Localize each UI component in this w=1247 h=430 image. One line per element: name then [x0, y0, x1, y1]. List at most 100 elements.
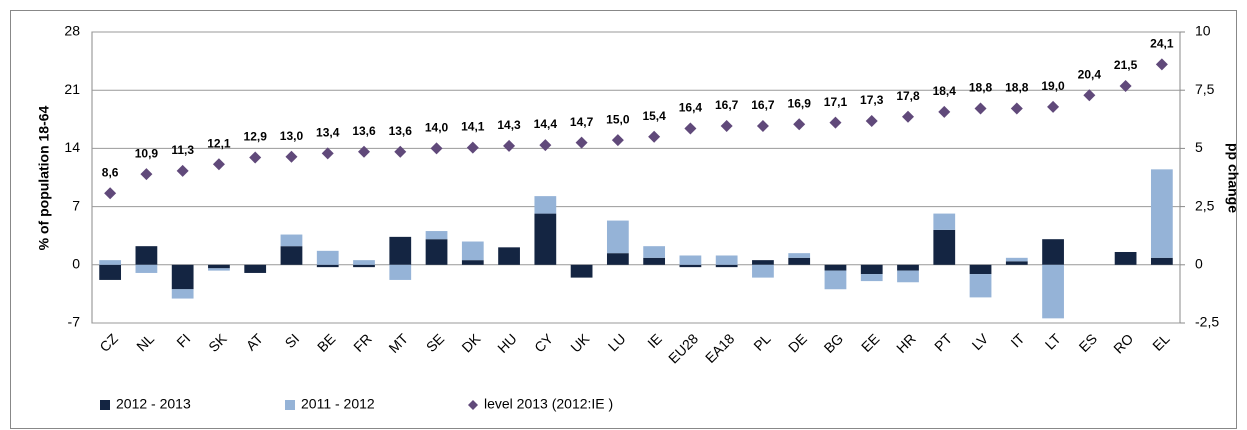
legend-swatch: [285, 400, 295, 410]
value-label: 16,7: [751, 98, 775, 112]
value-label: 16,4: [679, 101, 703, 115]
diamond-marker: [793, 118, 806, 131]
value-label: 18,8: [969, 81, 993, 95]
value-label: 13,6: [352, 124, 376, 138]
x-tick-label: LV: [969, 330, 992, 353]
bar: [752, 260, 774, 265]
x-tick-label: CY: [531, 330, 557, 356]
diamond-marker: [1047, 100, 1060, 113]
legend-label: level 2013 (2012:IE ): [484, 396, 613, 412]
value-label: 16,7: [715, 98, 739, 112]
diamond-marker: [1155, 58, 1168, 71]
yticks-label: -7: [68, 314, 81, 330]
x-tick-label: BG: [821, 330, 847, 356]
bar: [824, 270, 847, 290]
y2-axis-title: pp change: [1225, 143, 1241, 213]
diamond-marker: [140, 168, 153, 181]
bar: [534, 213, 557, 265]
x-tick-label: RO: [1110, 330, 1136, 356]
diamond-marker: [1083, 89, 1096, 102]
diamond-marker: [829, 116, 842, 129]
x-tick-label: IT: [1007, 330, 1027, 350]
value-label: 8,6: [102, 165, 119, 179]
bar: [461, 260, 484, 265]
x-tick-label: UK: [567, 330, 593, 356]
x-tick-label: FI: [173, 330, 193, 350]
x-tick-label: EU28: [665, 330, 701, 366]
bar: [316, 264, 339, 268]
diamond-marker: [503, 139, 516, 152]
bar: [606, 220, 629, 254]
y2ticks-label: 0: [1195, 256, 1203, 272]
bar: [280, 246, 303, 265]
bar: [1114, 251, 1137, 265]
bar: [969, 264, 992, 275]
x-tick-label: CZ: [96, 330, 121, 355]
diamond-marker: [865, 114, 878, 127]
yticks-label: 0: [72, 256, 80, 272]
bar: [389, 236, 412, 265]
bar: [570, 264, 593, 278]
x-tick-label: DK: [458, 330, 484, 356]
x-tick-label: AT: [243, 330, 267, 354]
diamond-marker: [575, 136, 588, 149]
diamond-marker: [938, 105, 951, 118]
x-tick-label: HR: [893, 330, 919, 356]
value-label: 24,1: [1150, 37, 1174, 51]
bar: [860, 274, 883, 282]
bar: [860, 264, 883, 275]
value-label: 17,3: [860, 93, 884, 107]
bar: [353, 260, 375, 265]
bar: [715, 264, 738, 268]
legend-label: 2012 - 2013: [116, 396, 191, 412]
bar: [643, 246, 666, 258]
y2ticks-label: 10: [1195, 23, 1211, 39]
diamond-marker: [684, 122, 697, 135]
bar: [679, 264, 702, 268]
diamond-marker: [176, 164, 189, 177]
bar: [1150, 169, 1173, 258]
bar: [1150, 257, 1173, 265]
bar: [1042, 239, 1064, 265]
x-tick-label: PT: [931, 330, 955, 354]
value-label: 10,9: [135, 146, 159, 160]
legend-label: 2011 - 2012: [301, 396, 375, 412]
value-label: 14,0: [425, 121, 449, 135]
x-tick-label: EL: [1149, 330, 1173, 354]
legend-marker: [468, 400, 478, 410]
value-label: 14,1: [461, 120, 485, 134]
diamond-marker: [1119, 80, 1132, 93]
bar: [1005, 261, 1028, 265]
diamond-marker: [720, 119, 733, 132]
bar: [99, 264, 122, 280]
yticks-label: 28: [64, 23, 80, 39]
bar: [171, 289, 194, 299]
bar: [606, 253, 629, 265]
bar: [461, 241, 484, 261]
bar: [498, 247, 520, 265]
bar: [389, 264, 412, 280]
value-label: 15,4: [642, 109, 666, 123]
diamond-marker: [539, 139, 552, 152]
x-tick-label: EE: [858, 330, 883, 355]
yticks-label: 21: [64, 81, 80, 97]
bar: [643, 257, 666, 265]
x-tick-label: EA18: [702, 330, 738, 366]
value-label: 15,0: [606, 112, 630, 126]
value-label: 21,5: [1114, 58, 1138, 72]
bar: [135, 264, 158, 273]
x-tick-label: SI: [282, 330, 303, 351]
bar: [897, 270, 919, 283]
y-axis-title: % of population 18-64: [36, 105, 52, 250]
bar: [534, 196, 557, 214]
bar: [788, 257, 811, 265]
value-label: 12,1: [207, 136, 231, 150]
diamond-marker: [285, 150, 298, 163]
value-label: 12,9: [244, 130, 268, 144]
x-tick-label: DE: [785, 330, 810, 355]
value-label: 17,1: [824, 95, 848, 109]
bar: [1005, 257, 1028, 262]
value-label: 14,4: [534, 117, 558, 131]
